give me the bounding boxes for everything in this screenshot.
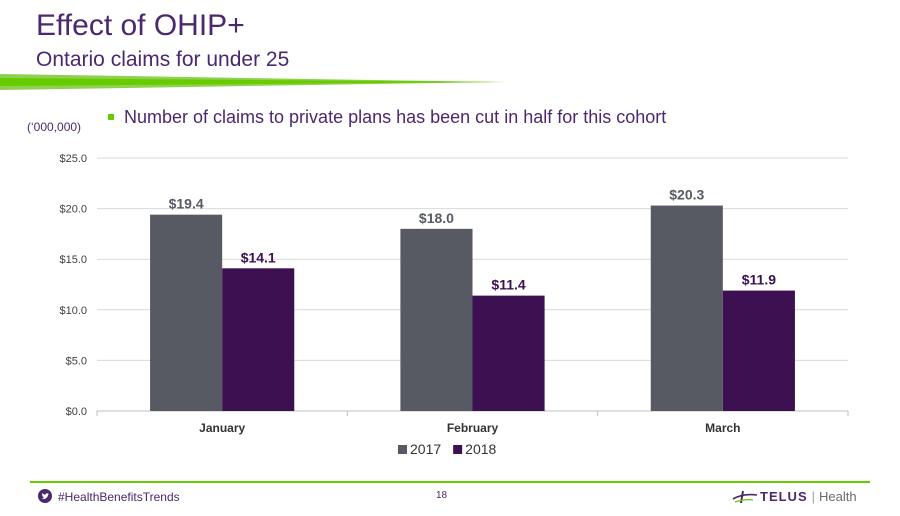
unit-note: (‘000,000)	[27, 120, 82, 134]
telus-logo-icon	[732, 490, 758, 504]
brand-name: TELUS	[760, 489, 808, 504]
y-tick-label: $5.0	[66, 355, 87, 367]
header-swoosh	[0, 74, 510, 90]
data-label: $19.4	[169, 196, 204, 212]
y-tick-label: $15.0	[59, 254, 87, 266]
bar-chart: $0.0 $5.0 $10.0 $15.0 $20.0 $25.0 $19.4 $14.1 Ja…	[59, 153, 849, 457]
y-tick-label: $25.0	[59, 153, 87, 165]
y-tick-label: $0.0	[66, 406, 87, 418]
bar	[650, 205, 723, 411]
twitter-icon	[38, 489, 52, 503]
x-tick-label: March	[705, 421, 740, 435]
legend-swatch	[398, 445, 407, 454]
slide-subtitle: Ontario claims for under 25	[36, 48, 290, 71]
legend-label: 2018	[465, 441, 496, 457]
y-tick-label: $10.0	[59, 305, 87, 317]
x-tick-label: February	[447, 421, 499, 435]
y-tick-label: $20.0	[59, 204, 87, 216]
footer-divider	[30, 481, 870, 483]
bar	[222, 268, 295, 411]
bullet-square-icon	[108, 114, 114, 120]
data-label: $11.9	[742, 272, 776, 288]
brand-wordmark: TELUS | Health	[760, 489, 857, 504]
legend-swatch	[453, 445, 463, 454]
slide-title: Effect of OHIP+	[36, 9, 245, 42]
brand-product: Health	[819, 489, 857, 504]
data-label: $14.1	[241, 249, 276, 265]
bullet-text: Number of claims to private plans has be…	[124, 107, 667, 127]
bar	[722, 290, 795, 411]
data-label: $20.3	[669, 187, 704, 203]
brand-separator: |	[811, 489, 816, 504]
x-tick-label: January	[199, 421, 245, 435]
bar	[150, 214, 223, 411]
bar	[400, 228, 473, 411]
bar	[472, 295, 545, 411]
data-label: $11.4	[491, 277, 525, 293]
data-label: $18.0	[419, 210, 454, 226]
hashtag: #HealthBenefitsTrends	[58, 490, 180, 504]
page-number: 18	[436, 490, 448, 501]
legend-label: 2017	[410, 441, 441, 457]
